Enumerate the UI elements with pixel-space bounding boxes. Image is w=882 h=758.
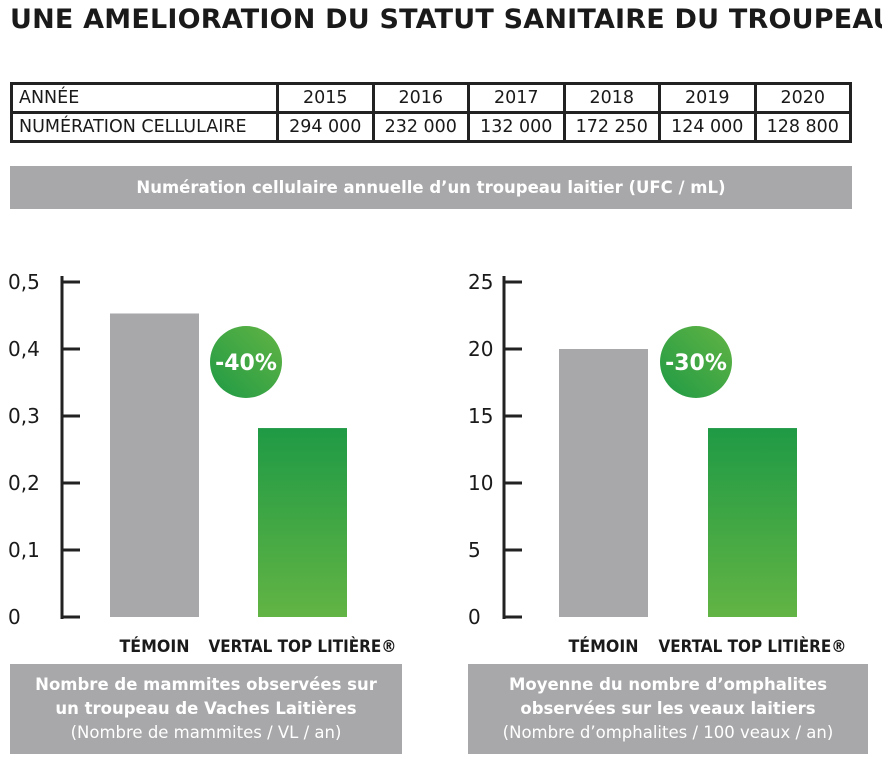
table-cell-value: 124 000 bbox=[658, 111, 757, 143]
caption-unit: (Nombre d’omphalites / 100 veaux / an) bbox=[502, 723, 834, 742]
y-tick-label: 0,3 bbox=[8, 404, 40, 428]
y-tick-label: 25 bbox=[468, 270, 493, 294]
y-tick-label: 5 bbox=[468, 538, 481, 562]
x-category-label: TÉMOIN bbox=[120, 635, 190, 657]
y-tick-label: 0 bbox=[468, 605, 481, 629]
x-category-label: VERTAL TOP LITIÈRE® bbox=[209, 635, 397, 657]
omphalitis-bar-chart: 0 5 10 15 20 25 TÉMOIN VERTAL TOP LITIÈRE® -30% bbox=[468, 270, 847, 657]
bar-vertal-top-litiere bbox=[258, 428, 347, 617]
table-cell-year: 2020 bbox=[753, 82, 852, 114]
x-category-label: VERTAL TOP LITIÈRE® bbox=[659, 635, 847, 657]
y-tick-label: 0,1 bbox=[8, 538, 40, 562]
table-cell-value: 232 000 bbox=[371, 111, 470, 143]
reduction-badge bbox=[210, 326, 282, 398]
caption-line: Nombre de mammites observées sur bbox=[35, 675, 377, 694]
cell-count-table: ANNÉE 2015 2016 2017 2018 2019 2020 NUMÉ… bbox=[10, 82, 852, 143]
table-cell-value: 294 000 bbox=[276, 111, 375, 143]
table-cell-year: 2019 bbox=[658, 82, 757, 114]
caption-line: observées sur les veaux laitiers bbox=[520, 699, 816, 718]
y-tick-label: 0,2 bbox=[8, 471, 40, 495]
caption-unit: (Nombre de mammites / VL / an) bbox=[70, 723, 342, 742]
mastitis-chart-caption: Nombre de mammites observées sur un trou… bbox=[10, 664, 402, 754]
bar-vertal-top-litiere bbox=[708, 428, 797, 617]
y-tick-label: 0,4 bbox=[8, 337, 40, 361]
table-cell-year: 2018 bbox=[562, 82, 661, 114]
y-tick-label: 15 bbox=[468, 404, 493, 428]
y-tick-label: 10 bbox=[468, 471, 493, 495]
reduction-badge bbox=[660, 326, 732, 398]
y-tick-label: 0 bbox=[8, 605, 21, 629]
y-tick-label: 0,5 bbox=[8, 270, 40, 294]
table-caption: Numération cellulaire annuelle d’un trou… bbox=[136, 178, 726, 197]
omphalitis-chart-caption: Moyenne du nombre d’omphalites observées… bbox=[468, 664, 868, 754]
row-label-year: ANNÉE bbox=[10, 82, 279, 114]
bar-temoin bbox=[110, 313, 199, 617]
caption-line: un troupeau de Vaches Laitières bbox=[55, 699, 357, 718]
table-cell-value: 172 250 bbox=[562, 111, 661, 143]
table-cell-year: 2015 bbox=[276, 82, 375, 114]
reduction-badge-label: -30% bbox=[665, 351, 727, 376]
table-row: NUMÉRATION CELLULAIRE 294 000 232 000 13… bbox=[10, 111, 852, 143]
table-cell-value: 132 000 bbox=[467, 111, 566, 143]
x-category-label: TÉMOIN bbox=[569, 635, 639, 657]
table-row: ANNÉE 2015 2016 2017 2018 2019 2020 bbox=[10, 82, 852, 114]
y-tick-label: 20 bbox=[468, 337, 493, 361]
mastitis-bar-chart: 0 0,1 0,2 0,3 0,4 0,5 TÉMOIN VERTAL TOP LITIÈRE… bbox=[8, 270, 397, 657]
table-cell-year: 2017 bbox=[467, 82, 566, 114]
table-cell-year: 2016 bbox=[371, 82, 470, 114]
row-label-cell-count: NUMÉRATION CELLULAIRE bbox=[10, 111, 279, 143]
reduction-badge-label: -40% bbox=[215, 351, 277, 376]
bar-temoin bbox=[559, 349, 648, 617]
table-cell-value: 128 800 bbox=[753, 111, 852, 143]
table-caption-band: Numération cellulaire annuelle d’un trou… bbox=[10, 166, 852, 209]
caption-line: Moyenne du nombre d’omphalites bbox=[508, 675, 828, 694]
page-title: UNE AMELIORATION DU STATUT SANITAIRE DU … bbox=[10, 4, 882, 35]
